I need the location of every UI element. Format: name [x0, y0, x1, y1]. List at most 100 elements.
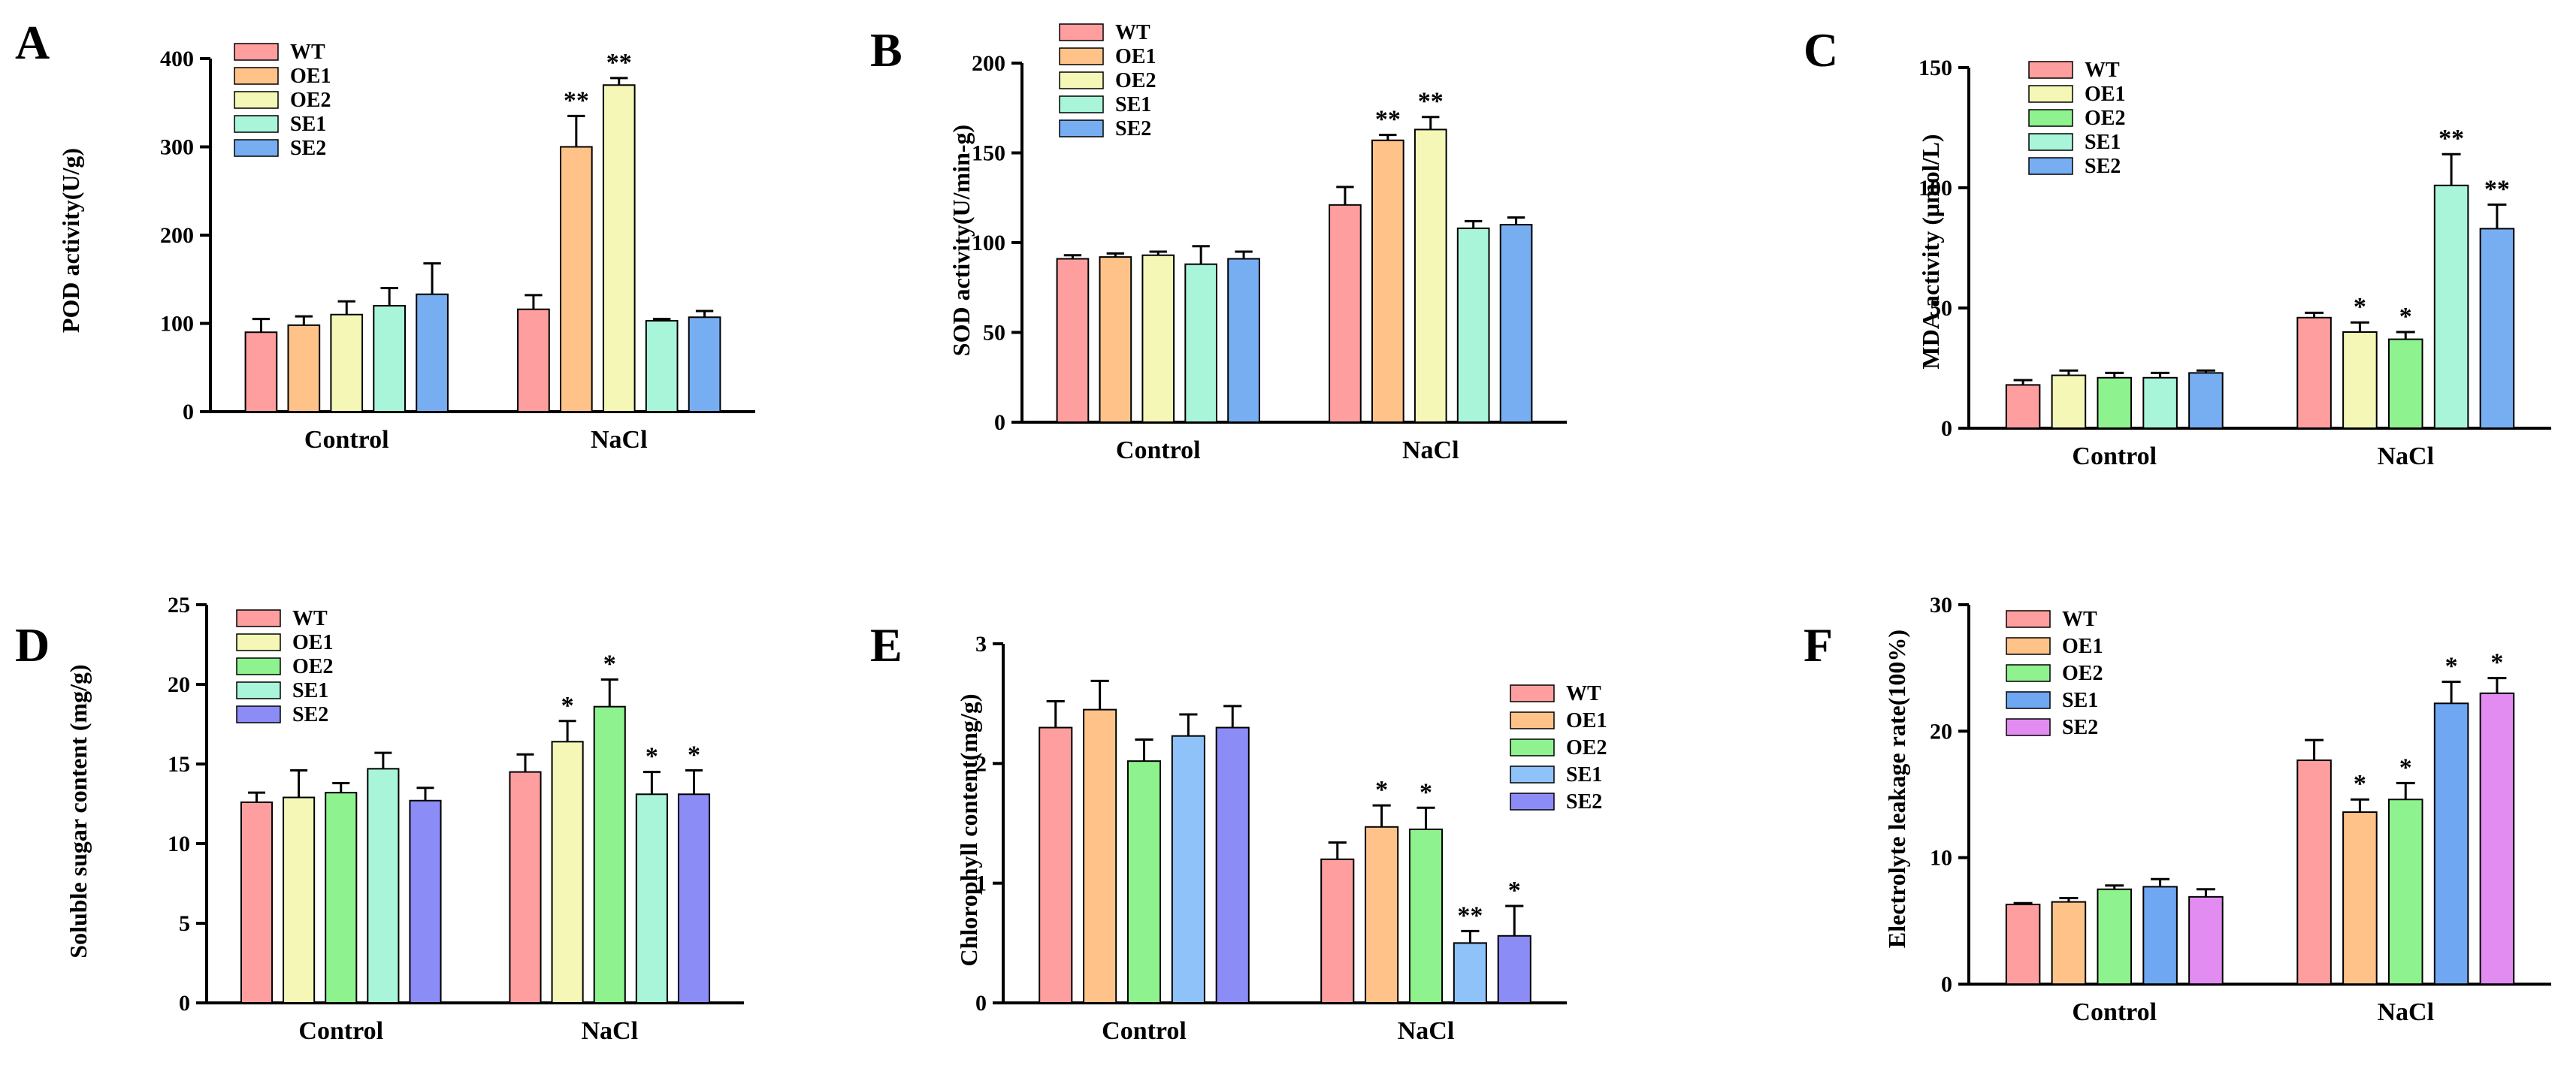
- x-category-label: Control: [2072, 998, 2157, 1026]
- legend-swatch: [1059, 71, 1104, 89]
- legend-swatch: [2028, 109, 2073, 127]
- bar-se1-nacl: [1453, 942, 1487, 1004]
- legend-label: OE1: [2085, 83, 2125, 106]
- legend-label: OE2: [1115, 69, 1156, 92]
- bar-se2-control: [416, 293, 449, 412]
- legend-swatch: [234, 139, 279, 157]
- y-tick-label: 5: [179, 911, 190, 936]
- y-tick-label: 200: [972, 51, 1005, 76]
- legend-label: WT: [2062, 608, 2097, 631]
- bar-oe1-control: [1099, 256, 1132, 423]
- significance-marker: **: [2484, 175, 2510, 203]
- bar-se2-nacl: [1499, 224, 1533, 423]
- legend-label: OE1: [1566, 709, 1607, 732]
- bar-se1-nacl: [645, 319, 679, 413]
- panel-letter: E: [870, 618, 903, 672]
- legend-label: OE2: [2062, 662, 2103, 685]
- y-tick-label: 0: [183, 400, 194, 424]
- legend-label: SE2: [2062, 716, 2098, 739]
- legend-swatch: [236, 681, 281, 699]
- legend-swatch: [2028, 61, 2073, 79]
- legend-swatch: [1059, 47, 1104, 65]
- significance-marker: **: [1375, 106, 1401, 134]
- legend-swatch: [236, 633, 281, 651]
- y-tick-label: 100: [160, 312, 194, 337]
- bar-se2-control: [409, 799, 442, 1004]
- y-tick-label: 0: [975, 991, 987, 1016]
- x-category-label: Control: [298, 1017, 383, 1045]
- legend-swatch: [234, 67, 279, 85]
- bar-oe1-nacl: [2342, 811, 2378, 985]
- bar-oe2-nacl: [2387, 799, 2423, 985]
- legend-label: OE1: [290, 65, 331, 88]
- y-axis-label: SOD activity(U/min-g): [948, 125, 975, 356]
- legend-swatch: [1059, 119, 1104, 137]
- x-category-label: Control: [2072, 442, 2157, 470]
- bar-se2-nacl: [2479, 692, 2515, 985]
- x-category-label: NaCl: [1398, 1017, 1455, 1045]
- y-tick-label: 10: [168, 832, 190, 856]
- bar-se2-nacl: [1497, 935, 1531, 1004]
- significance-marker: *: [603, 651, 616, 678]
- bar-oe1-nacl: [559, 146, 593, 412]
- x-category-label: NaCl: [2377, 442, 2434, 470]
- significance-marker: *: [1508, 877, 1521, 904]
- y-tick-label: 200: [160, 223, 194, 248]
- bar-oe2-control: [330, 313, 364, 412]
- significance-marker: *: [2354, 770, 2366, 798]
- panel-letter: F: [1804, 618, 1833, 672]
- x-category-label: Control: [304, 426, 389, 454]
- legend-label: SE2: [1115, 117, 1151, 140]
- panel-f: F Electrolyte leakage rate(100%) 0 10 20 30 Co…: [1804, 593, 2551, 1026]
- x-category-label: NaCl: [2377, 998, 2434, 1026]
- bar-se1-control: [2142, 886, 2178, 985]
- legend-label: OE2: [2085, 107, 2125, 130]
- legend-swatch: [1510, 711, 1555, 729]
- y-tick-label: 15: [168, 752, 190, 777]
- bar-oe2-control: [2097, 888, 2133, 985]
- significance-marker: *: [1375, 776, 1388, 804]
- y-tick-label: 100: [1918, 176, 1952, 201]
- y-tick-label: 3: [975, 632, 987, 657]
- y-tick-label: 50: [1930, 296, 1952, 321]
- y-tick-label: 400: [160, 47, 194, 71]
- legend-swatch: [234, 91, 279, 109]
- bar-wt-control: [2005, 384, 2041, 430]
- legend-swatch: [2028, 157, 2073, 175]
- bar-oe2-control: [1141, 254, 1175, 424]
- bar-wt-nacl: [1320, 858, 1355, 1004]
- bar-wt-nacl: [509, 771, 542, 1004]
- y-tick-label: 30: [1930, 593, 1952, 618]
- y-tick-label: 10: [1930, 846, 1952, 871]
- y-tick-label: 0: [1941, 416, 1952, 441]
- significance-marker: *: [2445, 653, 2458, 681]
- bar-wt-control: [244, 331, 278, 412]
- legend-swatch: [1510, 765, 1555, 784]
- bar-se2-nacl: [688, 316, 721, 412]
- legend-label: SE2: [292, 703, 328, 726]
- bar-wt-nacl: [2296, 316, 2332, 429]
- legend-label: SE2: [2085, 155, 2121, 178]
- y-tick-label: 25: [168, 593, 190, 618]
- legend-swatch: [236, 609, 281, 627]
- significance-marker: *: [561, 692, 574, 720]
- significance-marker: *: [2399, 753, 2412, 781]
- bar-se1-control: [1184, 263, 1218, 423]
- legend-swatch: [236, 657, 281, 675]
- bar-se2-control: [1215, 726, 1250, 1004]
- bar-oe2-control: [325, 792, 358, 1004]
- legend-label: WT: [2085, 59, 2120, 82]
- bar-oe1-control: [287, 324, 321, 413]
- bar-oe1-control: [283, 796, 316, 1004]
- legend-label: OE2: [292, 655, 333, 678]
- legend-swatch: [2028, 85, 2073, 103]
- significance-marker: *: [1420, 778, 1432, 806]
- x-category-label: Control: [1116, 436, 1201, 464]
- significance-marker: *: [2354, 293, 2366, 321]
- bar-wt-nacl: [2296, 759, 2332, 985]
- bar-se2-control: [1227, 258, 1260, 424]
- bar-oe1-nacl: [1371, 139, 1404, 424]
- y-axis-label: Chlorophyll content(mg/g): [955, 694, 982, 967]
- x-category-label: NaCl: [591, 426, 648, 454]
